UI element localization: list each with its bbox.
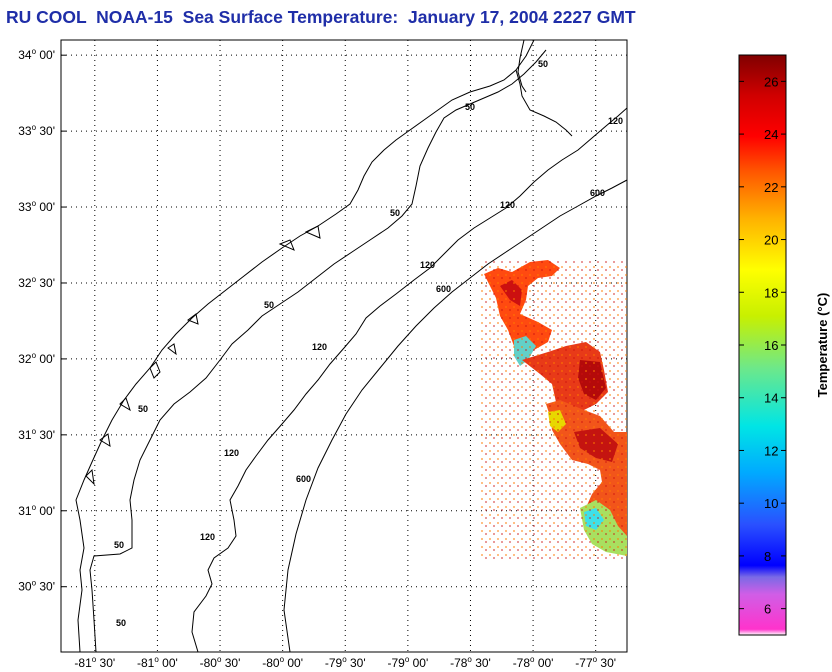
lat-tick-label: 31o 00' xyxy=(18,503,55,518)
coast-detail-1 xyxy=(515,69,573,137)
colorbar xyxy=(738,54,787,636)
coastline xyxy=(75,40,535,652)
colorbar-tick-label: 24 xyxy=(764,127,778,142)
lat-tick-label: 32o 00' xyxy=(18,351,55,366)
colorbar-label: Temperature (°C) xyxy=(815,293,830,398)
isobath-label: 50 xyxy=(264,300,274,310)
isobath-label: 600 xyxy=(296,474,311,484)
isobath-label: 120 xyxy=(500,200,515,210)
lon-tick-label: -78o 30' xyxy=(450,655,491,670)
lon-tick-label: -81o 30' xyxy=(74,655,115,670)
colorbar-tick-label: 14 xyxy=(764,391,778,406)
colorbar-tick-label: 12 xyxy=(764,443,778,458)
isobath-label: 50 xyxy=(390,208,400,218)
isobath-label: 120 xyxy=(420,260,435,270)
lat-tick-label: 33o 00' xyxy=(18,199,55,214)
lat-tick-label: 32o 30' xyxy=(18,275,55,290)
isobath-label: 50 xyxy=(116,618,126,628)
sst-data xyxy=(480,260,627,560)
map-title: RU COOL NOAA-15 Sea Surface Temperature:… xyxy=(6,7,636,27)
isobath-label: 50 xyxy=(138,404,148,414)
lon-tick-label: -78o 00' xyxy=(513,655,554,670)
colorbar-tick-label: 26 xyxy=(764,74,778,89)
lat-tick-label: 30o 30' xyxy=(18,579,55,594)
isobath-120 xyxy=(191,107,627,652)
lon-tick-label: -77o 30' xyxy=(575,655,616,670)
colorbar-tick-label: 18 xyxy=(764,285,778,300)
isobath-label: 50 xyxy=(465,102,475,112)
isobath-label: 50 xyxy=(114,540,124,550)
isobath-label: 120 xyxy=(224,448,239,458)
isobath-label: 600 xyxy=(590,188,605,198)
contours xyxy=(75,40,627,652)
colorbar-tick-label: 20 xyxy=(764,233,778,248)
lon-tick-label: -79o 00' xyxy=(387,655,428,670)
lat-tick-label: 34o 00' xyxy=(18,47,55,62)
colorbar-tick-label: 22 xyxy=(764,180,778,195)
coast-detail-2 xyxy=(517,40,527,93)
isobath-label: 600 xyxy=(436,284,451,294)
colorbar-tick-label: 16 xyxy=(764,338,778,353)
lat-tick-label: 33o 30' xyxy=(18,123,55,138)
colorbar-tick-label: 6 xyxy=(764,602,771,617)
colorbar-tick-label: 8 xyxy=(764,549,771,564)
isobath-600 xyxy=(283,179,627,652)
isobath-50 xyxy=(89,49,547,652)
lon-tick-label: -81o 00' xyxy=(137,655,178,670)
coast-islands xyxy=(85,225,321,486)
isobath-label: 120 xyxy=(608,116,623,126)
isobath-label: 120 xyxy=(200,532,215,542)
isobath-label: 50 xyxy=(538,59,548,69)
lat-tick-label: 31o 30' xyxy=(18,427,55,442)
lon-tick-label: -80o 30' xyxy=(200,655,241,670)
colorbar-tick-label: 10 xyxy=(764,496,778,511)
lon-tick-label: -79o 30' xyxy=(325,655,366,670)
lon-tick-label: -80o 00' xyxy=(262,655,303,670)
isobath-label: 120 xyxy=(312,342,327,352)
